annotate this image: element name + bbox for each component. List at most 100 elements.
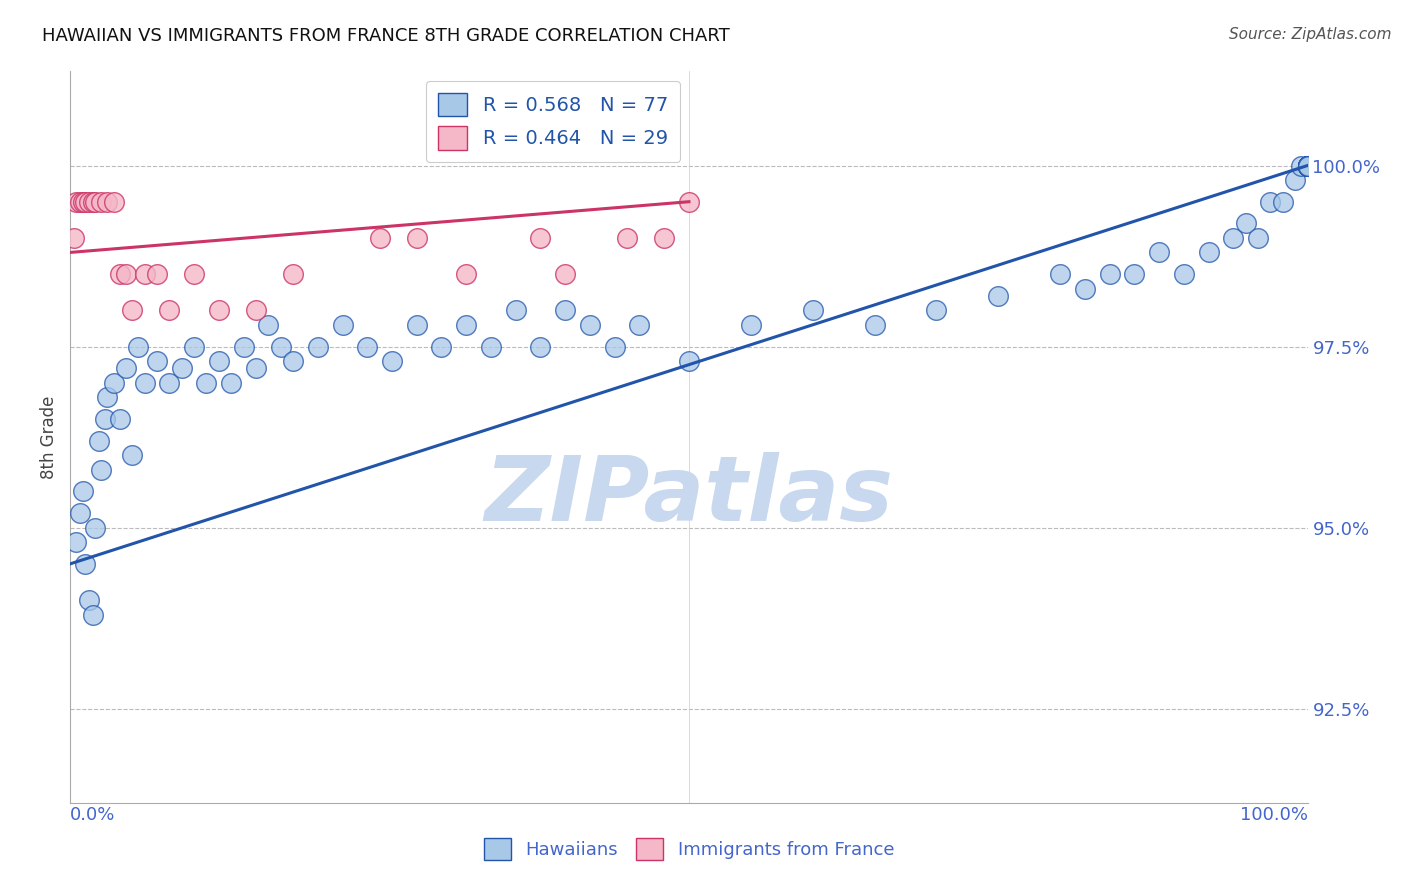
Point xyxy=(82,194,104,209)
Point xyxy=(63,231,86,245)
Y-axis label: 8th Grade: 8th Grade xyxy=(41,395,59,479)
Point xyxy=(1296,159,1319,173)
Point xyxy=(1234,216,1257,230)
Point xyxy=(456,318,478,332)
Point xyxy=(1147,245,1170,260)
Point xyxy=(1296,159,1319,173)
Point xyxy=(65,535,87,549)
Point xyxy=(1123,267,1146,281)
Point xyxy=(603,340,626,354)
Point xyxy=(1296,159,1319,173)
Point xyxy=(281,354,304,368)
Point xyxy=(1247,231,1270,245)
Point xyxy=(245,303,267,318)
Point xyxy=(801,303,824,318)
Point xyxy=(232,340,254,354)
Text: ZIPatlas: ZIPatlas xyxy=(485,451,893,540)
Point xyxy=(77,593,100,607)
Point xyxy=(245,361,267,376)
Point xyxy=(505,303,527,318)
Point xyxy=(108,412,131,426)
Point xyxy=(652,231,675,245)
Point xyxy=(157,303,180,318)
Point xyxy=(1296,159,1319,173)
Point xyxy=(554,267,576,281)
Point xyxy=(270,340,292,354)
Point xyxy=(69,506,91,520)
Point xyxy=(1291,159,1313,173)
Point xyxy=(430,340,453,354)
Point xyxy=(72,194,94,209)
Point xyxy=(146,267,169,281)
Point xyxy=(1049,267,1071,281)
Legend: Hawaiians, Immigrants from France: Hawaiians, Immigrants from France xyxy=(477,830,901,867)
Point xyxy=(69,194,91,209)
Point xyxy=(579,318,602,332)
Point xyxy=(368,231,391,245)
Point xyxy=(332,318,354,332)
Point xyxy=(127,340,149,354)
Text: HAWAIIAN VS IMMIGRANTS FROM FRANCE 8TH GRADE CORRELATION CHART: HAWAIIAN VS IMMIGRANTS FROM FRANCE 8TH G… xyxy=(42,27,730,45)
Point xyxy=(628,318,651,332)
Text: 100.0%: 100.0% xyxy=(1240,806,1308,824)
Point xyxy=(170,361,193,376)
Point xyxy=(1296,159,1319,173)
Point xyxy=(84,194,107,209)
Point xyxy=(121,448,143,462)
Point xyxy=(115,361,138,376)
Point xyxy=(281,267,304,281)
Point xyxy=(456,267,478,281)
Point xyxy=(103,194,125,209)
Point xyxy=(208,303,231,318)
Point xyxy=(96,194,118,209)
Point xyxy=(1296,159,1319,173)
Point xyxy=(554,303,576,318)
Point xyxy=(77,194,100,209)
Point xyxy=(84,520,107,534)
Point xyxy=(208,354,231,368)
Point xyxy=(1074,282,1097,296)
Point xyxy=(121,303,143,318)
Point xyxy=(1296,159,1319,173)
Point xyxy=(183,340,205,354)
Point xyxy=(146,354,169,368)
Point xyxy=(1284,173,1306,187)
Point xyxy=(925,303,948,318)
Point xyxy=(257,318,280,332)
Point xyxy=(678,354,700,368)
Point xyxy=(529,231,551,245)
Point xyxy=(108,267,131,281)
Point xyxy=(134,267,156,281)
Point xyxy=(1296,159,1319,173)
Point xyxy=(1271,194,1294,209)
Point xyxy=(863,318,886,332)
Point xyxy=(529,340,551,354)
Point xyxy=(183,267,205,281)
Point xyxy=(82,607,104,622)
Point xyxy=(195,376,218,390)
Point xyxy=(381,354,404,368)
Point xyxy=(678,194,700,209)
Point xyxy=(1173,267,1195,281)
Point xyxy=(1222,231,1244,245)
Point xyxy=(1260,194,1282,209)
Point xyxy=(479,340,502,354)
Text: 0.0%: 0.0% xyxy=(70,806,115,824)
Point xyxy=(987,289,1010,303)
Point xyxy=(90,194,112,209)
Point xyxy=(75,194,97,209)
Point xyxy=(157,376,180,390)
Point xyxy=(134,376,156,390)
Point xyxy=(90,463,112,477)
Point xyxy=(740,318,762,332)
Text: Source: ZipAtlas.com: Source: ZipAtlas.com xyxy=(1229,27,1392,42)
Point xyxy=(65,194,87,209)
Point xyxy=(1296,159,1319,173)
Point xyxy=(103,376,125,390)
Point xyxy=(1296,159,1319,173)
Point xyxy=(1296,159,1319,173)
Point xyxy=(219,376,242,390)
Point xyxy=(1098,267,1121,281)
Point xyxy=(115,267,138,281)
Point xyxy=(96,390,118,404)
